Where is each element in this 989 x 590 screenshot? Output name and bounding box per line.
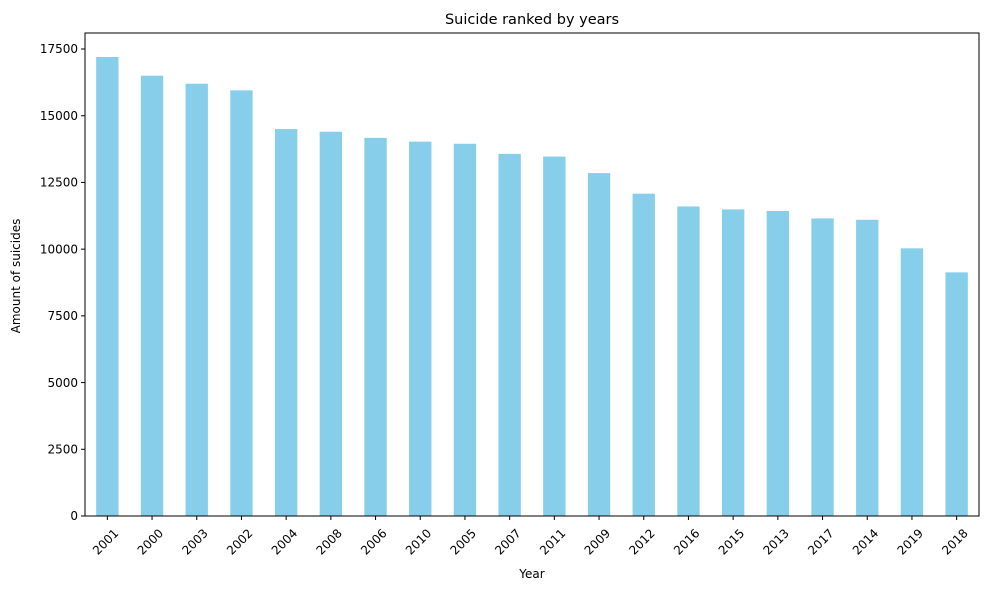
- bar-2009: [587, 173, 611, 516]
- y-tick-label: 5000: [47, 376, 78, 390]
- bar-2001: [96, 57, 119, 517]
- x-axis: 2001 2000 2003 2002 2004 2008 2006 2010 2005 2007…: [90, 516, 971, 558]
- bar-2000: [140, 75, 164, 516]
- y-axis-label: Amount of suicides: [9, 219, 23, 334]
- bar-2006: [364, 137, 387, 516]
- y-tick-label: 12500: [40, 176, 78, 190]
- x-tick-label: 2005: [448, 526, 479, 557]
- x-tick-label: 2001: [90, 526, 121, 557]
- x-tick-label: 2010: [403, 526, 434, 557]
- bar-2012: [632, 193, 655, 516]
- bar-2007: [498, 153, 521, 516]
- bar-2010: [409, 141, 432, 517]
- x-tick-label: 2008: [313, 526, 344, 557]
- bars-group: [96, 57, 968, 517]
- x-tick-label: 2013: [760, 526, 791, 557]
- y-tick-label: 7500: [47, 309, 78, 323]
- y-tick-label: 10000: [40, 242, 78, 256]
- bar-2013: [766, 210, 790, 516]
- x-tick-label: 2009: [582, 526, 613, 557]
- bar-2008: [319, 131, 343, 516]
- x-tick-label: 2014: [850, 526, 881, 557]
- bar-2019: [900, 248, 924, 516]
- x-tick-label: 2012: [626, 526, 657, 557]
- bar-2015: [721, 209, 745, 516]
- x-axis-label: Year: [518, 567, 544, 581]
- bar-2017: [811, 218, 834, 517]
- y-tick-label: 15000: [40, 109, 78, 123]
- bar-2011: [543, 156, 566, 516]
- bar-2018: [945, 272, 968, 516]
- x-tick-label: 2011: [537, 526, 568, 557]
- y-tick-label: 0: [70, 509, 78, 523]
- plot-frame: [84, 32, 980, 517]
- x-tick-label: 2006: [358, 526, 389, 557]
- x-tick-label: 2016: [671, 526, 702, 557]
- x-tick-label: 2015: [716, 526, 747, 557]
- x-tick-label: 2017: [805, 526, 836, 557]
- bar-2002: [230, 90, 253, 516]
- x-tick-label: 2000: [135, 526, 166, 557]
- chart-title: Suicide ranked by years: [445, 12, 619, 28]
- bar-2003: [185, 83, 208, 516]
- bar-2014: [856, 219, 879, 516]
- y-tick-label: 17500: [40, 42, 78, 56]
- y-axis: 0 2500 5000 7500 10000 12500 15000 17500: [40, 42, 85, 523]
- bar-2005: [453, 143, 477, 516]
- x-tick-label: 2018: [939, 526, 970, 557]
- y-tick-label: 2500: [47, 442, 78, 456]
- bar-2016: [677, 206, 700, 516]
- x-tick-label: 2004: [269, 526, 300, 557]
- x-tick-label: 2019: [895, 526, 926, 557]
- bar-2004: [274, 129, 298, 517]
- x-tick-label: 2007: [492, 526, 523, 557]
- x-tick-label: 2003: [179, 526, 210, 557]
- x-tick-label: 2002: [224, 526, 255, 557]
